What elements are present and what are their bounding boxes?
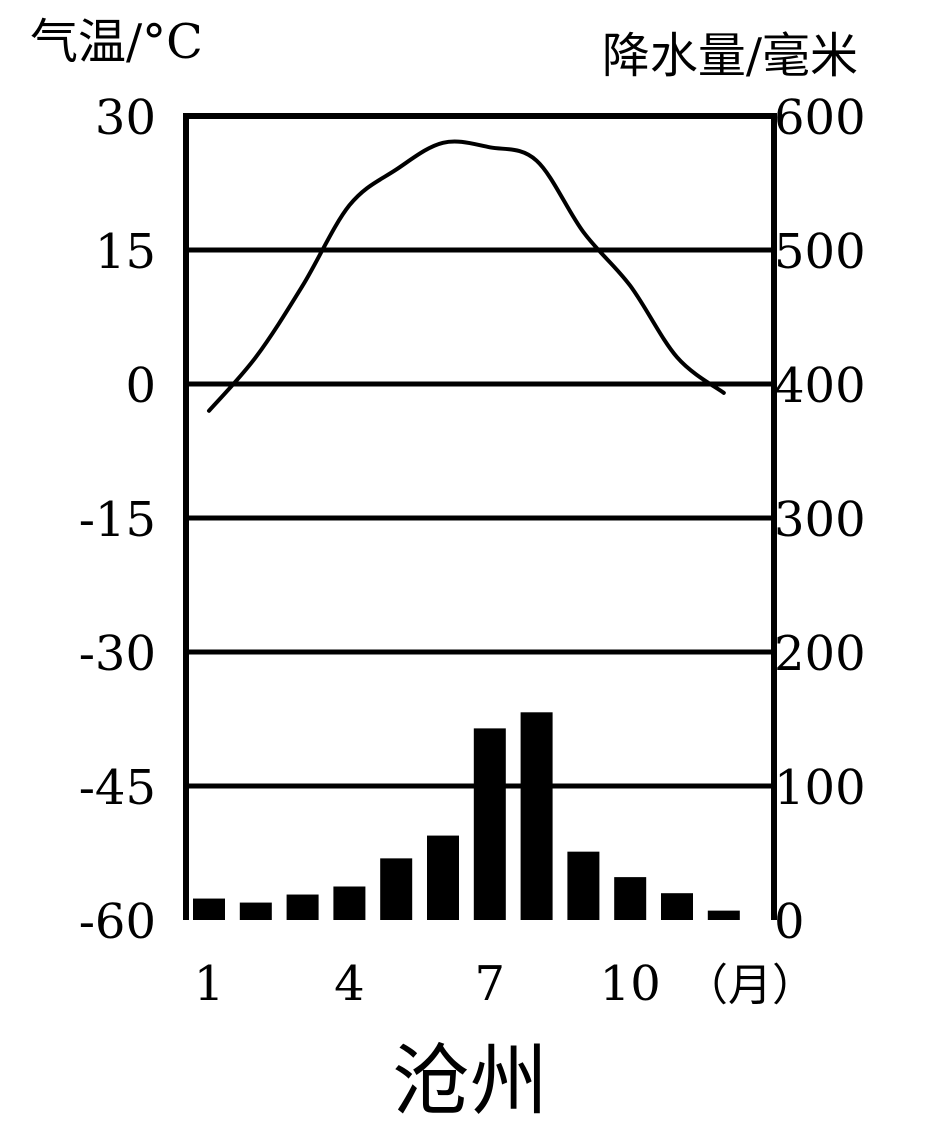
right-tick-label: 600 — [774, 90, 866, 146]
precipitation-bar — [520, 712, 553, 920]
temperature-line — [207, 139, 726, 413]
left-axis-title: 气温/°C — [30, 14, 203, 70]
left-tick-label: 15 — [95, 224, 156, 280]
left-tick-labels: 30 15 0 -15 -30 -45 -60 — [79, 90, 156, 950]
left-tick-label: -45 — [79, 760, 156, 816]
left-tick-label: -15 — [79, 492, 156, 548]
x-tick-labels: 1 4 7 10 — [194, 956, 661, 1012]
chart-title: 沧州 — [392, 1037, 548, 1127]
x-tick-label: 1 — [194, 956, 225, 1012]
precipitation-bar — [427, 835, 459, 920]
right-tick-label: 300 — [774, 492, 866, 548]
precipitation-bar — [473, 728, 506, 920]
right-tick-label: 200 — [774, 626, 866, 682]
precipitation-bar — [286, 894, 319, 920]
x-tick-label: 4 — [334, 956, 365, 1012]
left-tick-label: -60 — [79, 894, 156, 950]
x-tick-label: 10 — [600, 956, 661, 1012]
precipitation-bars — [193, 712, 740, 920]
x-axis-unit-label: （月） — [684, 960, 816, 1011]
left-tick-label: 0 — [125, 358, 156, 414]
right-tick-label: 500 — [774, 224, 866, 280]
right-tick-label: 400 — [774, 358, 866, 414]
right-tick-label: 100 — [774, 760, 866, 816]
precipitation-bar — [567, 851, 600, 920]
plot-frame — [183, 113, 777, 920]
right-axis-title: 降水量/毫米 — [602, 28, 858, 84]
right-tick-labels: 600 500 400 300 200 100 0 — [774, 90, 866, 950]
precipitation-bar — [333, 886, 366, 920]
left-tick-label: 30 — [95, 90, 156, 146]
precipitation-bar — [707, 910, 740, 920]
precipitation-bar — [661, 893, 693, 920]
precipitation-bar — [614, 877, 647, 920]
precipitation-bar — [380, 858, 413, 920]
x-tick-label: 7 — [475, 956, 506, 1012]
right-tick-label: 0 — [774, 894, 805, 950]
precipitation-bar — [239, 902, 272, 920]
left-tick-label: -30 — [79, 626, 156, 682]
precipitation-bar — [193, 898, 225, 920]
